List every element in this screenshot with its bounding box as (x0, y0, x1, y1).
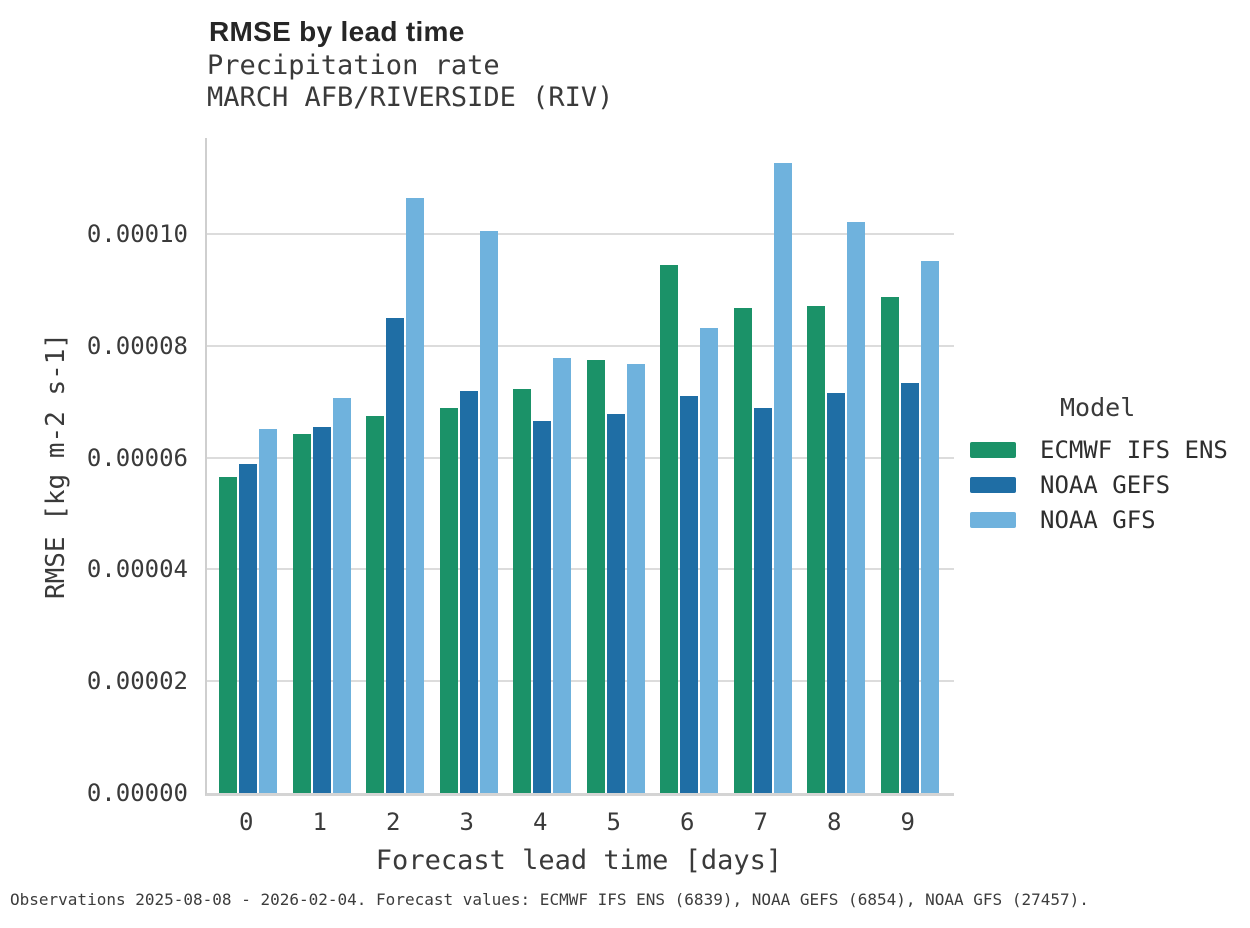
legend-swatch (970, 477, 1016, 493)
bar-ecmwf-ifs-ens (513, 389, 532, 793)
gridline (207, 680, 954, 682)
plot-area (205, 138, 954, 796)
bar-noaa-gfs (847, 222, 866, 793)
bar-ecmwf-ifs-ens (366, 416, 385, 793)
legend-label: NOAA GEFS (1040, 471, 1171, 499)
x-tick-label: 5 (606, 808, 621, 836)
bar-noaa-gefs (753, 408, 772, 793)
bar-noaa-gfs (259, 429, 278, 793)
x-tick-label: 6 (680, 808, 695, 836)
bar-noaa-gfs (406, 198, 425, 793)
bar-noaa-gfs (626, 364, 645, 793)
gridline (207, 345, 954, 347)
bar-noaa-gefs (239, 464, 258, 793)
bar-group-day-7 (726, 138, 800, 793)
x-tick-label: 0 (239, 808, 254, 836)
bar-noaa-gefs (827, 393, 846, 793)
x-tick-label: 7 (753, 808, 768, 836)
legend-item: NOAA GFS (970, 506, 1228, 534)
bar-group-day-4 (506, 138, 580, 793)
x-axis-tick-labels: 0 1 2 3 4 5 6 7 8 9 (205, 808, 952, 840)
bar-group-day-9 (873, 138, 947, 793)
x-axis-label: Forecast lead time [days] (375, 845, 783, 876)
gridline (207, 568, 954, 570)
legend-item: ECMWF IFS ENS (970, 436, 1228, 464)
legend-title: Model (1060, 393, 1136, 422)
legend-item: NOAA GEFS (970, 471, 1228, 499)
y-tick-label: 0.00002 (86, 667, 188, 695)
bar-noaa-gefs (680, 396, 699, 793)
x-tick-label: 2 (386, 808, 401, 836)
legend-swatch (970, 442, 1016, 458)
legend: Model ECMWF IFS ENS NOAA GEFS NOAA GFS (970, 393, 1228, 543)
gridline (207, 457, 954, 459)
figure-caption: Observations 2025-08-08 - 2026-02-04. Fo… (10, 890, 1089, 909)
x-tick-label: 1 (312, 808, 327, 836)
bar-ecmwf-ifs-ens (807, 306, 826, 793)
bar-ecmwf-ifs-ens (733, 308, 752, 793)
legend-label: NOAA GFS (1040, 506, 1156, 534)
chart-title: RMSE by lead time (209, 16, 465, 47)
bar-noaa-gefs (533, 421, 552, 793)
bar-noaa-gefs (900, 383, 919, 793)
x-tick-label: 3 (459, 808, 474, 836)
gridline (207, 233, 954, 235)
bar-group-day-1 (285, 138, 359, 793)
chart-subtitle-variable: Precipitation rate (207, 50, 500, 81)
bar-group-day-3 (432, 138, 506, 793)
bar-noaa-gfs (773, 163, 792, 793)
bar-noaa-gefs (606, 414, 625, 793)
legend-label: ECMWF IFS ENS (1040, 436, 1228, 464)
bar-ecmwf-ifs-ens (660, 265, 679, 793)
bar-group-day-0 (212, 138, 286, 793)
bar-ecmwf-ifs-ens (439, 408, 458, 793)
bar-ecmwf-ifs-ens (880, 297, 899, 793)
bar-noaa-gfs (479, 231, 498, 793)
x-tick-label: 8 (827, 808, 842, 836)
bar-group-day-5 (579, 138, 653, 793)
y-tick-label: 0.00008 (86, 332, 188, 360)
y-tick-label: 0.00006 (86, 444, 188, 472)
bar-ecmwf-ifs-ens (586, 360, 605, 793)
bar-group-day-8 (800, 138, 874, 793)
bar-noaa-gefs (386, 318, 405, 793)
x-tick-label: 9 (900, 808, 915, 836)
bar-noaa-gfs (920, 261, 939, 793)
bar-noaa-gfs (332, 398, 351, 793)
bar-noaa-gfs (700, 328, 719, 793)
x-tick-label: 4 (533, 808, 548, 836)
bar-group-day-2 (359, 138, 433, 793)
chart-subtitle-station: MARCH AFB/RIVERSIDE (RIV) (207, 82, 614, 113)
bar-ecmwf-ifs-ens (292, 434, 311, 793)
bar-noaa-gefs (459, 391, 478, 793)
bar-group-day-6 (653, 138, 727, 793)
bar-ecmwf-ifs-ens (219, 477, 238, 793)
legend-swatch (970, 512, 1016, 528)
y-tick-label: 0.00004 (86, 555, 188, 583)
y-tick-label: 0.00000 (86, 779, 188, 807)
bar-noaa-gefs (312, 427, 331, 793)
y-tick-label: 0.00010 (86, 220, 188, 248)
bar-noaa-gfs (553, 358, 572, 793)
